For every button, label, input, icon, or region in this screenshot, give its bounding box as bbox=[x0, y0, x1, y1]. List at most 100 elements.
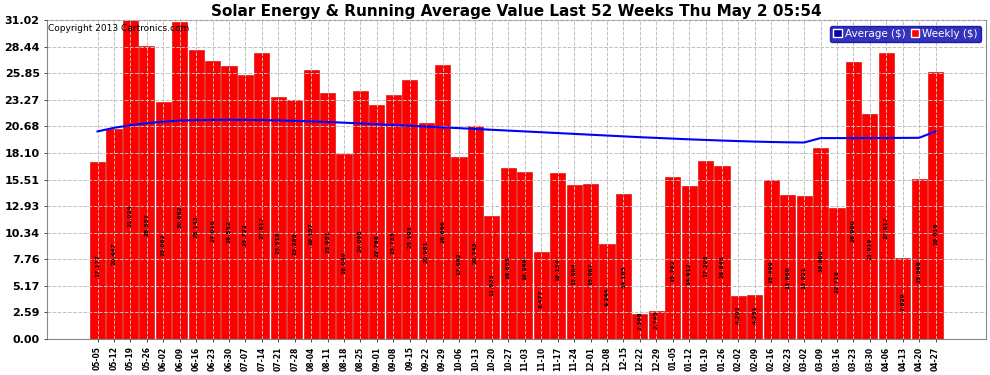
Bar bbox=[155, 102, 171, 339]
Text: 16.154: 16.154 bbox=[555, 258, 560, 281]
Text: 13.960: 13.960 bbox=[785, 266, 790, 289]
Text: 15.568: 15.568 bbox=[917, 260, 922, 283]
Text: 30.882: 30.882 bbox=[177, 205, 182, 228]
Bar bbox=[337, 153, 351, 339]
Bar bbox=[813, 148, 829, 339]
Text: 23.951: 23.951 bbox=[325, 230, 330, 253]
Bar bbox=[862, 114, 877, 339]
Bar bbox=[747, 295, 762, 339]
Text: 23.062: 23.062 bbox=[160, 233, 165, 256]
Bar bbox=[172, 22, 187, 339]
Text: 16.269: 16.269 bbox=[523, 258, 528, 280]
Bar bbox=[238, 75, 253, 339]
Bar bbox=[550, 173, 565, 339]
Bar bbox=[222, 66, 237, 339]
Bar bbox=[879, 53, 894, 339]
Bar bbox=[698, 161, 713, 339]
Bar bbox=[583, 184, 598, 339]
Bar bbox=[912, 179, 927, 339]
Text: 14.105: 14.105 bbox=[621, 266, 626, 288]
Bar bbox=[633, 314, 647, 339]
Text: 17.692: 17.692 bbox=[456, 252, 461, 275]
Bar bbox=[534, 252, 548, 339]
Text: 15.004: 15.004 bbox=[571, 262, 576, 285]
Text: 28.557: 28.557 bbox=[145, 213, 149, 236]
Bar bbox=[484, 216, 500, 339]
Text: 16.655: 16.655 bbox=[506, 256, 511, 279]
Text: 13.921: 13.921 bbox=[802, 266, 807, 289]
Text: 26.157: 26.157 bbox=[309, 222, 314, 245]
Bar bbox=[352, 92, 368, 339]
Text: 20.981: 20.981 bbox=[424, 241, 429, 263]
Bar bbox=[90, 162, 105, 339]
Bar bbox=[665, 177, 680, 339]
Bar bbox=[895, 258, 911, 339]
Text: 23.518: 23.518 bbox=[276, 231, 281, 254]
Bar bbox=[845, 62, 861, 339]
Text: 23.733: 23.733 bbox=[391, 231, 396, 254]
Text: 22.768: 22.768 bbox=[374, 234, 379, 257]
Text: 14.912: 14.912 bbox=[687, 262, 692, 285]
Text: 26.016: 26.016 bbox=[934, 223, 939, 245]
Text: 25.722: 25.722 bbox=[243, 224, 248, 246]
Text: 15.499: 15.499 bbox=[769, 261, 774, 283]
Bar bbox=[435, 65, 450, 339]
Bar bbox=[419, 123, 434, 339]
Text: 27.018: 27.018 bbox=[210, 219, 215, 242]
Bar bbox=[254, 53, 269, 339]
Text: 2.745: 2.745 bbox=[653, 310, 658, 329]
Text: 17.295: 17.295 bbox=[703, 254, 708, 277]
Bar bbox=[780, 195, 795, 339]
Text: 17.177: 17.177 bbox=[95, 254, 100, 277]
Text: 25.193: 25.193 bbox=[407, 225, 412, 248]
Bar bbox=[451, 157, 466, 339]
Bar bbox=[797, 196, 812, 339]
Bar bbox=[928, 72, 943, 339]
Text: 18.049: 18.049 bbox=[342, 251, 346, 274]
Title: Solar Energy & Running Average Value Last 52 Weeks Thu May 2 05:54: Solar Energy & Running Average Value Las… bbox=[211, 4, 822, 19]
Bar bbox=[140, 46, 154, 339]
Bar bbox=[270, 98, 286, 339]
Bar bbox=[517, 172, 533, 339]
Bar bbox=[616, 194, 631, 339]
Bar bbox=[681, 186, 697, 339]
Text: 4.251: 4.251 bbox=[752, 305, 757, 324]
Bar bbox=[205, 62, 220, 339]
Text: 15.762: 15.762 bbox=[670, 259, 675, 282]
Bar bbox=[731, 296, 746, 339]
Text: 31.024: 31.024 bbox=[128, 205, 133, 227]
Text: 27.817: 27.817 bbox=[259, 216, 264, 239]
Text: 16.845: 16.845 bbox=[720, 255, 725, 278]
Text: 24.098: 24.098 bbox=[358, 230, 363, 252]
Text: 20.447: 20.447 bbox=[112, 243, 117, 266]
Text: 12.718: 12.718 bbox=[835, 270, 840, 293]
Text: 26.980: 26.980 bbox=[851, 219, 856, 242]
Bar bbox=[369, 105, 384, 339]
Text: 28.143: 28.143 bbox=[194, 215, 199, 238]
Text: 2.398: 2.398 bbox=[638, 312, 643, 330]
Bar bbox=[123, 20, 138, 339]
Text: 9.244: 9.244 bbox=[605, 287, 610, 306]
Text: 15.087: 15.087 bbox=[588, 262, 593, 285]
Bar bbox=[402, 80, 418, 339]
Bar bbox=[648, 310, 664, 339]
Text: 26.552: 26.552 bbox=[227, 220, 232, 243]
Bar bbox=[287, 100, 302, 339]
Text: Copyright 2013 Cartronics.com: Copyright 2013 Cartronics.com bbox=[49, 24, 189, 33]
Bar bbox=[320, 93, 336, 339]
Bar bbox=[566, 185, 582, 339]
Text: 7.829: 7.829 bbox=[900, 292, 905, 310]
Text: 4.203: 4.203 bbox=[736, 305, 741, 324]
Bar bbox=[830, 208, 844, 339]
Text: 11.933: 11.933 bbox=[489, 273, 494, 296]
Bar bbox=[599, 244, 615, 339]
Legend: Average ($), Weekly ($): Average ($), Weekly ($) bbox=[831, 26, 981, 42]
Text: 27.817: 27.817 bbox=[884, 216, 889, 239]
Text: 23.285: 23.285 bbox=[292, 232, 297, 255]
Bar bbox=[715, 166, 730, 339]
Bar bbox=[304, 70, 319, 339]
Text: 21.919: 21.919 bbox=[867, 237, 872, 260]
Text: 18.600: 18.600 bbox=[818, 249, 823, 272]
Bar bbox=[763, 180, 779, 339]
Bar bbox=[106, 129, 122, 339]
